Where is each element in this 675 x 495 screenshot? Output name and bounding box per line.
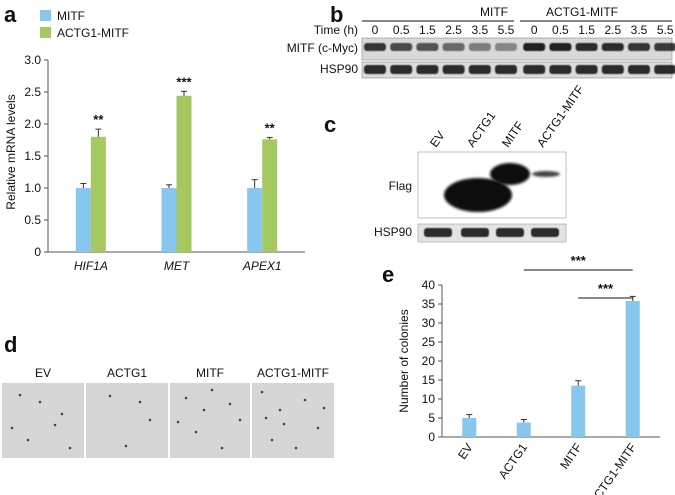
group-label-mitf: MITF	[480, 5, 508, 19]
lane-label-c: ACTG1-MITF	[534, 83, 587, 150]
y-tick-a: 3.0	[24, 53, 41, 67]
time-tick: 5.5	[498, 23, 515, 37]
panel-label-d: d	[4, 332, 17, 357]
chart-a: MITF ACTG1-MITF Relative mRNA levels 0 0.…	[4, 9, 305, 273]
bar-a	[176, 95, 192, 252]
time-tick: 1.5	[419, 23, 436, 37]
x-tick-e: EV	[455, 441, 476, 462]
y-tick-e: 20	[422, 354, 436, 368]
colony-label: ACTG1	[107, 366, 147, 380]
time-tick: 3.5	[471, 23, 488, 37]
bar-a	[90, 136, 106, 252]
y-tick-a: 2.5	[24, 85, 41, 99]
lane-label-c: MITF	[499, 119, 527, 150]
x-tick-a: APEX1	[242, 259, 282, 273]
panel-label-c: c	[324, 112, 336, 137]
y-axis-label-e: Number of colonies	[397, 309, 411, 412]
row-label-hsp90-b: HSP90	[320, 62, 358, 76]
significance-a: **	[265, 120, 276, 135]
legend-swatch-actg1-mitf	[40, 27, 51, 38]
bar-e	[462, 418, 477, 437]
time-tick: 0	[531, 23, 538, 37]
colony-label: EV	[35, 366, 51, 380]
y-tick-e: 10	[422, 392, 436, 406]
time-tick: 3.5	[631, 23, 648, 37]
y-tick-a: 1.0	[24, 181, 41, 195]
time-tick: 0.5	[393, 23, 410, 37]
legend-label-mitf: MITF	[57, 9, 85, 23]
bar-a	[161, 188, 177, 252]
blot-c: EV ACTG1 MITF ACTG1-MITF Flag HSP90	[374, 83, 587, 243]
y-tick-e: 25	[422, 335, 436, 349]
panel-label-e: e	[382, 262, 394, 287]
y-tick-e: 15	[422, 373, 436, 387]
time-label: Time (h)	[314, 23, 358, 37]
bar-a	[262, 139, 278, 252]
blot-b: MITF ACTG1-MITF Time (h) 0 0.5 1.5 2.5 3.5 5.…	[287, 5, 675, 79]
time-tick: 2.5	[604, 23, 621, 37]
comparison-significance: ***	[598, 281, 614, 296]
panel-label-a: a	[4, 2, 17, 27]
bar-e	[571, 385, 586, 437]
bar-e	[625, 300, 640, 437]
group-label-actg1-mitf: ACTG1-MITF	[546, 5, 618, 19]
y-tick-e: 5	[428, 411, 435, 425]
y-axis-label-a: Relative mRNA levels	[4, 94, 18, 209]
time-tick: 1.5	[578, 23, 595, 37]
legend-swatch-mitf	[40, 10, 51, 21]
time-tick: 0	[372, 23, 379, 37]
y-tick-a: 0	[34, 245, 41, 259]
row-label-flag: Flag	[389, 179, 412, 193]
y-tick-e: 30	[422, 316, 436, 330]
bar-e	[516, 422, 531, 437]
x-tick-e: ACTG1-MITF	[586, 441, 639, 495]
significance-a: **	[93, 112, 104, 127]
y-tick-e: 0	[428, 430, 435, 444]
chart-e: Number of colonies 0 5 10 15 20 25 30 35 40 EV ACT…	[397, 253, 660, 495]
x-tick-a: HIF1A	[74, 259, 108, 273]
x-tick-e: MITF	[557, 441, 585, 472]
y-tick-e: 35	[422, 297, 436, 311]
significance-a: ***	[176, 74, 192, 89]
legend-label-actg1-mitf: ACTG1-MITF	[57, 26, 129, 40]
lane-label-c: ACTG1	[464, 109, 499, 150]
y-tick-a: 1.5	[24, 149, 41, 163]
comparison-significance: ***	[571, 253, 587, 268]
time-tick: 0.5	[552, 23, 569, 37]
bar-a	[75, 188, 91, 252]
lane-label-c: EV	[427, 129, 448, 150]
y-tick-a: 2.0	[24, 117, 41, 131]
colony-images: EV ACTG1 MITF ACTG1-MITF	[2, 366, 334, 458]
bar-a	[247, 188, 263, 252]
colony-label: MITF	[196, 366, 224, 380]
row-label-mitf-cmyc: MITF (c-Myc)	[287, 41, 358, 55]
x-tick-a: MET	[164, 259, 191, 273]
row-label-hsp90-c: HSP90	[374, 225, 412, 239]
x-tick-e: ACTG1	[496, 440, 531, 481]
time-tick: 5.5	[657, 23, 674, 37]
panel-label-b: b	[330, 2, 343, 27]
colony-label: ACTG1-MITF	[257, 366, 329, 380]
y-tick-a: 0.5	[24, 213, 41, 227]
y-tick-e: 40	[422, 278, 436, 292]
time-tick: 2.5	[445, 23, 462, 37]
